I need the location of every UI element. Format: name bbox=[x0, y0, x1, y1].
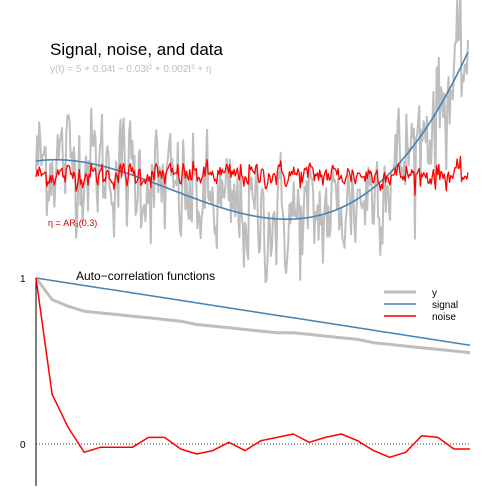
acf-title: Auto−correlation functions bbox=[76, 269, 215, 283]
top-panel-formula: y(t) = 5 + 0.04t − 0.03t² + 0.002t³ + η bbox=[50, 64, 212, 75]
y-series bbox=[35, 0, 469, 284]
top-panel-title: Signal, noise, and data bbox=[50, 40, 224, 59]
acf-line-signal bbox=[35, 277, 471, 346]
noise-label: η = AR₁(0.3) bbox=[48, 218, 97, 228]
legend-label-noise: noise bbox=[432, 312, 456, 323]
signal-series bbox=[35, 51, 469, 220]
acf-lines bbox=[34, 277, 471, 459]
acf-line-y bbox=[34, 277, 471, 355]
noise-series-line bbox=[35, 155, 469, 196]
acf-line-noise bbox=[35, 277, 470, 459]
acf-tick-label-0: 0 bbox=[20, 440, 26, 451]
bottom-panel: Auto−correlation functions 1 0 y signal … bbox=[20, 269, 471, 486]
acf-tick-label-1: 1 bbox=[20, 274, 26, 285]
legend-label-y: y bbox=[432, 288, 437, 299]
legend: y signal noise bbox=[384, 288, 458, 323]
legend-label-signal: signal bbox=[432, 300, 458, 311]
y-series-line bbox=[35, 0, 469, 284]
noise-series bbox=[35, 155, 469, 196]
top-panel: Signal, noise, and data y(t) = 5 + 0.04t… bbox=[35, 0, 469, 284]
signal-series-line bbox=[35, 51, 469, 220]
